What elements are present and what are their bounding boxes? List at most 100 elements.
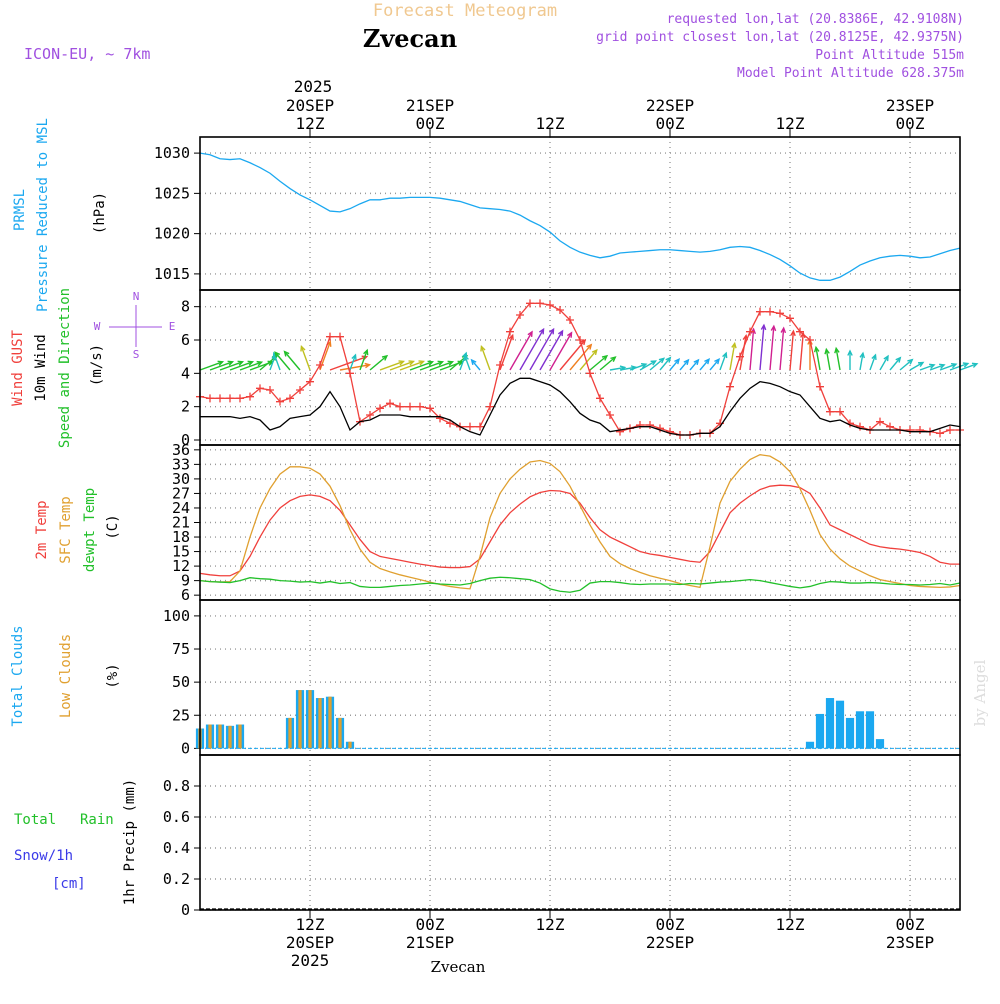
gust-marker	[366, 411, 374, 419]
compass-s: S	[133, 348, 140, 361]
gust-marker	[936, 429, 944, 438]
total-cloud-bar	[805, 741, 815, 749]
pressure-ytick-label: 1015	[154, 265, 190, 283]
wind-direction-arrow	[349, 354, 357, 371]
wind-direction-arrowhead	[907, 358, 914, 365]
wind-direction-arrow	[199, 361, 223, 371]
pressure-label-prmsl: PRMSL	[12, 189, 28, 231]
wind-direction-arrow	[239, 361, 262, 371]
gust-marker	[576, 336, 584, 344]
wind-direction-arrow	[319, 341, 331, 371]
grid-point-coords: grid point closest lon,lat (20.8125E, 42…	[596, 30, 964, 45]
temp-label-unit: (C)	[105, 514, 121, 539]
wind-direction-arrow	[509, 331, 533, 371]
wind-direction-arrow	[679, 359, 689, 371]
station-title: Zvecan	[363, 24, 457, 53]
wind-direction-arrow	[409, 361, 433, 371]
wind-direction-arrow	[609, 366, 625, 371]
bottom-time-label: 00Z	[656, 915, 685, 934]
wind-direction-arrowhead	[408, 360, 416, 366]
product-title: Forecast Meteogram	[373, 1, 557, 21]
wind-direction-arrowhead	[601, 354, 609, 361]
gust-marker	[946, 426, 954, 434]
gust-marker	[376, 404, 384, 413]
wind-direction-arrow	[779, 328, 785, 371]
gust-marker	[466, 422, 474, 431]
wind-direction-arrowhead	[398, 360, 406, 366]
wind-direction-arrow	[329, 356, 367, 371]
gust-marker	[656, 424, 664, 433]
gust-marker	[396, 402, 404, 411]
top-time-label: 00Z	[416, 114, 445, 133]
wind-direction-arrow	[835, 348, 841, 371]
gust-marker	[756, 307, 764, 316]
gust-marker	[266, 386, 274, 394]
low-cloud-bar	[308, 690, 312, 749]
wind-direction-arrow	[389, 360, 414, 371]
gust-marker	[236, 394, 244, 403]
gust-marker	[306, 377, 314, 386]
gust-marker	[546, 301, 554, 309]
wind-direction-arrowhead	[674, 358, 681, 365]
wind-direction-arrowhead	[274, 351, 281, 358]
wind-direction-arrowhead	[859, 351, 865, 359]
gust-marker	[556, 306, 564, 314]
gust-marker	[596, 394, 604, 403]
temperature-ytick-label: 15	[172, 543, 190, 561]
wind-direction-arrow	[649, 357, 665, 371]
pressure-ytick-label: 1030	[154, 144, 190, 162]
wind-direction-arrowhead	[351, 353, 357, 361]
wind-direction-arrow	[619, 366, 636, 371]
bottom-time-label: 21SEP	[406, 933, 454, 952]
wind-direction-arrow	[209, 361, 233, 371]
precip-ytick-label: 0.2	[163, 870, 190, 888]
precip-label-total: Total	[14, 812, 56, 828]
wind-direction-arrowhead	[704, 358, 711, 365]
gust-marker	[436, 414, 444, 423]
top-time-label: 23SEP	[886, 96, 934, 115]
low-cloud-bar	[298, 690, 302, 749]
wind-direction-arrowhead	[300, 344, 306, 352]
wind-direction-arrow	[729, 343, 736, 371]
gust-marker	[916, 426, 924, 434]
precip-ytick-label: 0	[181, 901, 190, 919]
wind-direction-arrowhead	[683, 358, 690, 366]
gust-marker	[786, 314, 794, 323]
precip-panel: 0 0.2 0.4 0.6 0.8	[163, 754, 961, 919]
wind-direction-arrow	[599, 356, 616, 371]
pressure-labels: PRMSL Pressure Reduced to MSL (hPa)	[12, 118, 108, 312]
gust-marker	[246, 392, 254, 401]
wind-direction-arrow	[379, 360, 404, 371]
temp-label-sfc: SFC Temp	[58, 496, 74, 563]
wind-direction-arrow	[219, 361, 243, 371]
gust-marker	[336, 332, 344, 341]
bottom-time-label: 00Z	[896, 915, 925, 934]
wind-direction-arrowhead	[566, 331, 573, 338]
wind-direction-arrow	[879, 355, 889, 371]
wind-direction-arrowhead	[813, 345, 820, 353]
wind-direction-arrowhead	[217, 360, 225, 366]
low-cloud-bar	[328, 696, 332, 749]
wind-direction-arrow	[825, 349, 831, 371]
pressure-label-unit: (hPa)	[92, 192, 108, 234]
gust-marker	[836, 407, 844, 416]
gust-marker	[586, 369, 594, 378]
wind-direction-arrowhead	[447, 360, 455, 366]
gust-marker	[856, 422, 864, 431]
wind-direction-arrow	[539, 330, 564, 371]
temperature-ytick-label: 30	[172, 470, 190, 488]
temperature-ytick-label: 9	[181, 572, 190, 590]
wind-direction-arrowhead	[658, 357, 666, 364]
temp-label-dewpt: dewpt Temp	[82, 488, 98, 572]
top-time-label: 22SEP	[646, 96, 694, 115]
top-time-label: 00Z	[656, 114, 685, 133]
gust-marker	[636, 421, 644, 429]
wind-compass: N W E S	[94, 290, 176, 361]
gust-marker	[516, 311, 524, 319]
wind-direction-arrow	[799, 333, 804, 371]
bottom-time-label: 12Z	[296, 915, 325, 934]
wind-direction-arrowhead	[462, 351, 468, 359]
wind-direction-arrow	[939, 363, 957, 371]
gust-marker	[486, 402, 494, 411]
temperature-ytick-label: 33	[172, 455, 190, 473]
